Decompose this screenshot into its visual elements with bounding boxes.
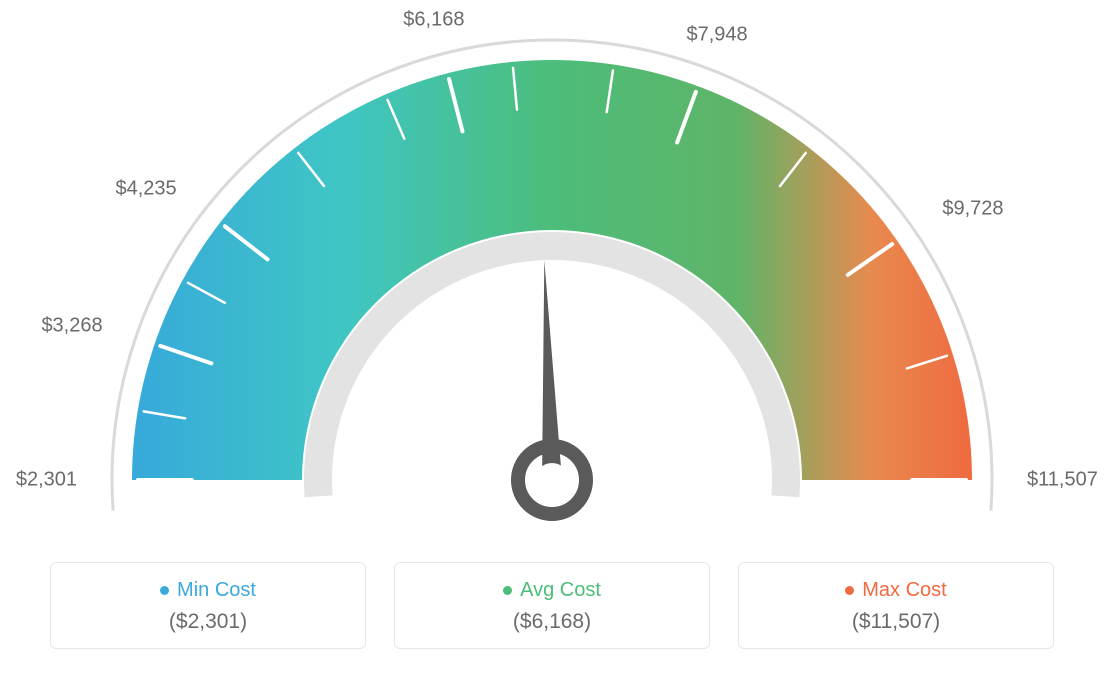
card-min-cost: Min Cost ($2,301) (50, 562, 366, 649)
card-title-text: Max Cost (862, 579, 946, 602)
gauge-svg (0, 0, 1104, 540)
gauge-tick-label: $9,728 (942, 198, 1003, 221)
dot-icon (160, 586, 169, 595)
dot-icon (503, 586, 512, 595)
card-title: Avg Cost (503, 579, 601, 602)
card-title-text: Avg Cost (520, 579, 601, 602)
card-title: Min Cost (160, 579, 256, 602)
gauge: $2,301 $3,268 $4,235 $6,168 $7,948 $9,728 $11,… (0, 0, 1104, 540)
gauge-tick-label: $6,168 (403, 8, 464, 31)
gauge-tick-label: $2,301 (16, 469, 77, 492)
card-avg-cost: Avg Cost ($6,168) (394, 562, 710, 649)
gauge-tick-label: $11,507 (1027, 469, 1098, 492)
card-value: ($6,168) (407, 610, 697, 634)
card-value: ($2,301) (63, 610, 353, 634)
gauge-tick-label: $3,268 (41, 315, 102, 338)
legend-cards: Min Cost ($2,301) Avg Cost ($6,168) Max … (50, 562, 1054, 649)
card-value: ($11,507) (751, 610, 1041, 634)
gauge-tick-label: $4,235 (116, 177, 177, 200)
card-title: Max Cost (845, 579, 946, 602)
dot-icon (845, 586, 854, 595)
gauge-tick-label: $7,948 (687, 23, 748, 46)
card-max-cost: Max Cost ($11,507) (738, 562, 1054, 649)
chart-container: $2,301 $3,268 $4,235 $6,168 $7,948 $9,728 $11,… (0, 0, 1104, 690)
card-title-text: Min Cost (177, 579, 256, 602)
